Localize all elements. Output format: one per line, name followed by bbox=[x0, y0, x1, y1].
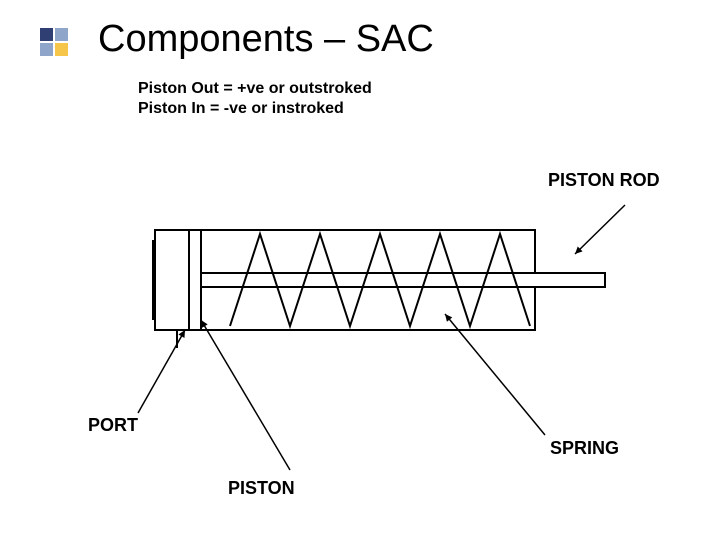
diagram-svg bbox=[0, 0, 720, 540]
